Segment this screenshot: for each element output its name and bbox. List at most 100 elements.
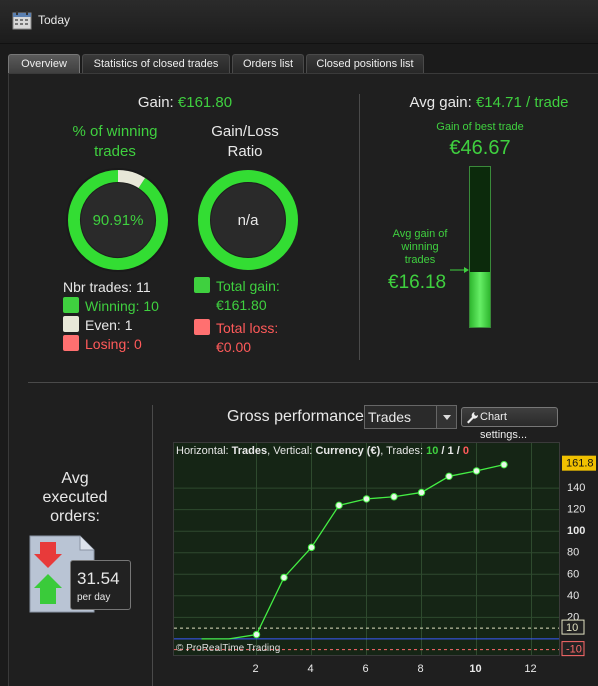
- y-tick-label: 140: [567, 482, 585, 494]
- total-gain-value: €161.80: [216, 297, 267, 313]
- data-point: [335, 501, 343, 510]
- chart-header-sep2: ,: [380, 445, 384, 457]
- y-tick-label: 60: [567, 568, 579, 580]
- gross-select[interactable]: Trades: [364, 405, 457, 429]
- chart-trades-label: Trades:: [386, 445, 424, 457]
- chevron-down-icon: [443, 415, 451, 420]
- gainloss-title: Gain/Loss Ratio: [180, 122, 310, 162]
- tab-orders-list[interactable]: Orders list: [232, 54, 304, 74]
- avg-gain-bar-fill: [470, 271, 490, 327]
- data-point: [445, 472, 453, 481]
- window-title: Today: [38, 13, 71, 27]
- chart-watermark: © ProRealTime Trading: [176, 643, 281, 654]
- avg-orders-line3: orders:: [50, 508, 100, 525]
- x-tick-label: 8: [417, 663, 423, 675]
- ref-badge-label-1: -10: [566, 644, 582, 656]
- even-swatch: [63, 316, 79, 332]
- data-point: [362, 495, 371, 503]
- chart-vertical-value: Currency (€): [315, 445, 381, 457]
- avg-winning-line3: trades: [404, 254, 436, 266]
- chart-header-sep1: ,: [267, 445, 271, 457]
- winning-title-line2: trades: [94, 143, 136, 160]
- ref-badge-0: [561, 619, 585, 635]
- avg-gain-summary: Avg gain: €14.71 / trade: [380, 94, 598, 111]
- data-point: [472, 467, 481, 475]
- avg-winning-value: €16.18: [388, 272, 447, 293]
- data-point: [417, 488, 426, 497]
- gross-select-toggle[interactable]: [436, 406, 456, 428]
- totals: Total gain: €161.80 Total loss: €0.00: [194, 277, 280, 357]
- avg-gain-bar: [469, 166, 491, 328]
- nbr-trades: Nbr trades: 11: [63, 279, 151, 295]
- tab-closed-positions[interactable]: Closed positions list: [306, 54, 424, 74]
- even-count: Even: 1: [85, 317, 133, 333]
- total-gain-swatch: [194, 277, 210, 293]
- chart-settings-button[interactable]: Chart settings...: [461, 407, 558, 441]
- x-tick-label: 12: [524, 663, 536, 675]
- winning-title: % of winning trades: [40, 122, 190, 162]
- chart-trades-lose: 0: [462, 445, 469, 457]
- performance-chart[interactable]: Horizontal: Trades, Vertical: Currency (…: [173, 442, 560, 656]
- orders-value: 31.54: [77, 569, 120, 588]
- data-point: [280, 573, 288, 582]
- orders-document-icon: [29, 535, 95, 613]
- title-bar: Today: [0, 0, 598, 44]
- tab-statistics[interactable]: Statistics of closed trades: [82, 54, 230, 74]
- data-point: [252, 630, 261, 639]
- best-trade-value: €46.67: [449, 137, 511, 159]
- chart-horizontal-value: Trades: [231, 445, 268, 457]
- horizontal-divider: [28, 382, 598, 383]
- avg-orders-line1: Avg: [61, 470, 89, 487]
- y-tick-label: 100: [567, 525, 585, 537]
- gain-label: Gain:: [137, 94, 174, 111]
- chart-settings-label: Chart settings...: [480, 411, 528, 441]
- avg-winning-line1: Avg gain of: [392, 228, 448, 240]
- tab-overview[interactable]: Overview: [8, 54, 80, 74]
- down-arrow-icon: [34, 542, 62, 568]
- winning-count: Winning: 10: [85, 298, 159, 314]
- trade-counts: Nbr trades: 11 Winning: 10 Even: 1 Losin…: [63, 278, 159, 354]
- data-point: [307, 543, 316, 552]
- losing-count: Losing: 0: [85, 336, 142, 352]
- chart-header: Horizontal: Trades, Vertical: Currency (…: [176, 445, 469, 457]
- x-tick-label: 2: [252, 663, 258, 675]
- up-arrow-icon: [34, 574, 62, 604]
- winning-gauge: 90.91%: [66, 168, 170, 272]
- gain-summary: Gain: €161.80: [60, 94, 310, 111]
- winning-title-line1: % of winning: [72, 123, 158, 140]
- x-tick-label: 6: [362, 663, 368, 675]
- series-line: [201, 464, 505, 640]
- last-value-badge: [562, 455, 596, 471]
- gross-performance-label: Gross performance: [227, 408, 364, 425]
- wrench-icon: [467, 412, 479, 424]
- ref-badge-1: [561, 641, 585, 657]
- chart-trades-win: 10: [426, 445, 439, 457]
- x-tick-label: 4: [307, 663, 313, 675]
- winning-gauge-value: 90.91%: [93, 212, 144, 229]
- total-loss-swatch: [194, 319, 210, 335]
- orders-value-box: 31.54 per day: [70, 560, 131, 610]
- chart-vertical-label: Vertical:: [273, 445, 313, 457]
- x-tick-label: 10: [469, 663, 481, 675]
- gain-value: €161.80: [177, 94, 233, 111]
- performance-chart-svg: [174, 443, 559, 655]
- avg-arrow-icon: [450, 267, 469, 273]
- chart-trades-slash-1: /: [441, 445, 445, 457]
- data-point: [500, 460, 508, 469]
- gainloss-title-line1: Gain/Loss: [211, 123, 279, 140]
- chart-trades-slash-2: /: [456, 445, 460, 457]
- winning-swatch: [63, 297, 79, 313]
- gainloss-gauge: n/a: [198, 170, 298, 270]
- chart-trades-even: 1: [447, 445, 454, 457]
- ref-badge-label-0: 10: [566, 622, 578, 634]
- chart-horizontal-label: Horizontal:: [176, 445, 229, 457]
- avg-winning-line2: winning: [401, 241, 439, 253]
- winning-gauge-even: [68, 170, 168, 270]
- last-value-label: 161.8: [566, 458, 594, 470]
- losing-swatch: [63, 335, 79, 351]
- y-tick-label: 40: [567, 590, 579, 602]
- gross-select-value: Trades: [368, 409, 412, 425]
- orders-unit: per day: [77, 592, 111, 603]
- y-tick-label: 80: [567, 547, 579, 559]
